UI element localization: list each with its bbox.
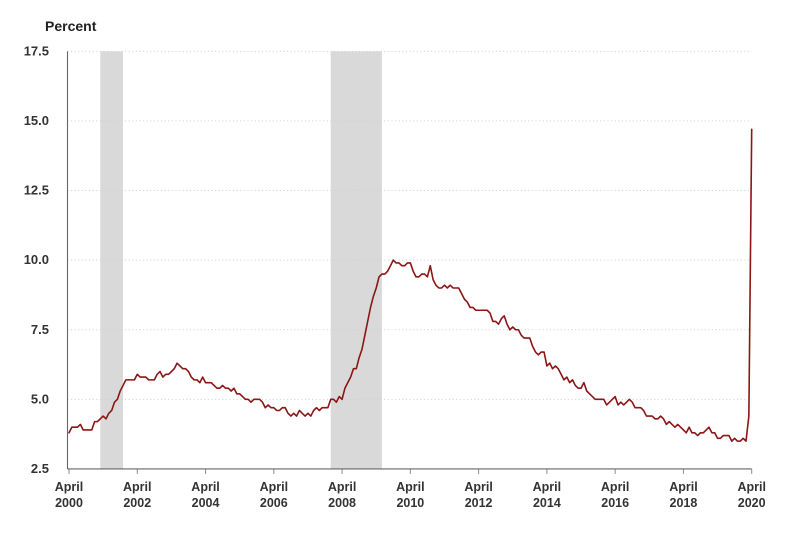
- svg-text:April: April: [464, 480, 492, 494]
- svg-text:April: April: [191, 480, 219, 494]
- svg-text:April: April: [123, 480, 151, 494]
- svg-text:April: April: [396, 480, 424, 494]
- svg-text:2006: 2006: [260, 496, 288, 510]
- svg-text:2004: 2004: [192, 496, 220, 510]
- svg-text:2012: 2012: [465, 496, 493, 510]
- svg-text:April: April: [737, 480, 765, 494]
- svg-text:2016: 2016: [601, 496, 629, 510]
- svg-text:April: April: [260, 480, 288, 494]
- svg-text:April: April: [601, 480, 629, 494]
- svg-text:5.0: 5.0: [31, 391, 49, 406]
- svg-text:10.0: 10.0: [24, 252, 49, 267]
- svg-text:2000: 2000: [55, 496, 83, 510]
- svg-text:7.5: 7.5: [31, 322, 49, 337]
- svg-text:Percent: Percent: [45, 18, 97, 34]
- svg-text:2.5: 2.5: [31, 461, 49, 476]
- svg-text:2008: 2008: [328, 496, 356, 510]
- svg-text:15.0: 15.0: [24, 113, 49, 128]
- svg-text:2020: 2020: [738, 496, 766, 510]
- svg-text:April: April: [328, 480, 356, 494]
- svg-text:April: April: [533, 480, 561, 494]
- svg-text:17.5: 17.5: [24, 43, 49, 58]
- svg-text:2014: 2014: [533, 496, 561, 510]
- svg-text:2002: 2002: [123, 496, 151, 510]
- svg-text:12.5: 12.5: [24, 183, 49, 198]
- svg-text:2018: 2018: [670, 496, 698, 510]
- svg-text:April: April: [669, 480, 697, 494]
- svg-text:2010: 2010: [396, 496, 424, 510]
- svg-text:April: April: [55, 480, 83, 494]
